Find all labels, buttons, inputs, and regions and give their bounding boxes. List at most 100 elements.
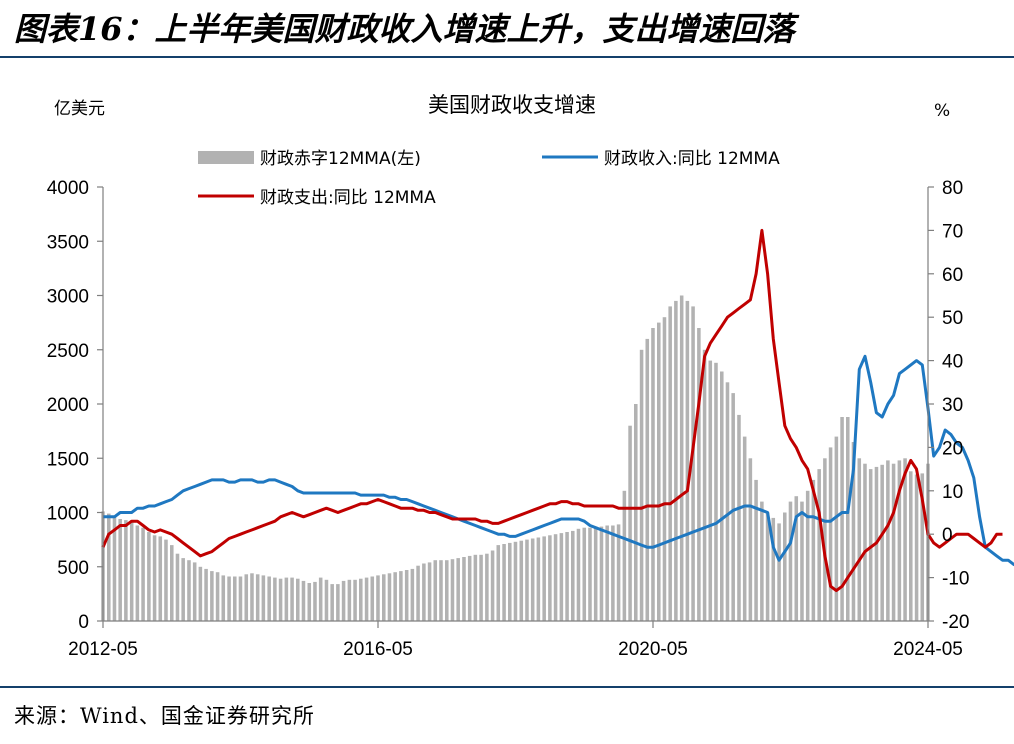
deficit-bar: [593, 526, 598, 621]
deficit-bar: [714, 362, 718, 621]
deficit-bar: [439, 560, 443, 621]
deficit-bar: [359, 578, 363, 621]
growth-lines: [101, 228, 1014, 593]
deficit-bar: [828, 447, 833, 621]
deficit-bar: [777, 523, 781, 621]
deficit-bar: [290, 577, 294, 621]
left-tick-label: 1500: [47, 449, 89, 470]
deficit-bar: [124, 520, 128, 621]
legend-label-spending: 财政支出:同比 12MMA: [260, 188, 436, 208]
deficit-bar: [313, 581, 317, 621]
x-tick-label: 2016-05: [343, 639, 413, 660]
deficit-bar: [204, 568, 208, 621]
deficit-bar: [496, 545, 501, 621]
deficit-bar: [376, 575, 380, 621]
deficit-bars: [101, 295, 930, 622]
deficit-bar: [473, 554, 478, 621]
legend-label-revenue: 财政收入:同比 12MMA: [604, 149, 780, 169]
deficit-bar: [662, 317, 667, 621]
deficit-bar: [513, 541, 518, 621]
source-note: 来源：Wind、国金证券研究所: [14, 704, 315, 728]
deficit-bar: [599, 526, 604, 621]
deficit-bar: [456, 558, 460, 621]
deficit-bar: [215, 572, 220, 621]
deficit-bar: [622, 490, 627, 621]
chart: 美国财政收支增速 亿美元 % 财政赤字12MMA(左) 财政收入:同比 12MM…: [47, 93, 1014, 660]
deficit-bar: [175, 553, 180, 621]
deficit-bar: [645, 338, 650, 621]
deficit-bar: [347, 579, 352, 621]
deficit-bar: [571, 530, 575, 621]
deficit-bar: [318, 577, 323, 621]
deficit-bar: [284, 577, 289, 621]
deficit-bar: [364, 577, 369, 621]
right-tick-label: 60: [942, 265, 963, 286]
deficit-bar: [250, 573, 254, 621]
left-tick-label: 500: [57, 558, 89, 579]
deficit-bar: [611, 525, 615, 621]
right-tick-label: -10: [942, 569, 969, 590]
deficit-bar: [708, 360, 713, 621]
deficit-bar: [479, 554, 483, 621]
deficit-bar: [702, 349, 707, 622]
deficit-bar: [582, 527, 587, 621]
deficit-bar: [817, 469, 821, 621]
deficit-bar: [771, 517, 776, 621]
deficit-bar: [576, 528, 581, 621]
legend-swatch-deficit: [198, 151, 254, 164]
deficit-bar: [559, 533, 564, 621]
deficit-bar: [445, 560, 449, 621]
deficit-bar: [697, 328, 701, 621]
deficit-bar: [422, 563, 426, 621]
deficit-bar: [605, 525, 609, 621]
deficit-bar: [330, 584, 334, 621]
right-tick-label: 30: [942, 395, 963, 416]
deficit-bar: [760, 501, 764, 621]
right-tick-label: 20: [942, 438, 963, 459]
deficit-bar: [370, 576, 375, 621]
left-tick-label: 2500: [47, 341, 89, 362]
left-tick-label: 2000: [47, 395, 89, 416]
deficit-bar: [336, 584, 340, 621]
deficit-bar: [565, 532, 569, 621]
deficit-bar: [273, 577, 277, 621]
left-tick-label: 3500: [47, 232, 89, 253]
deficit-bar: [399, 571, 403, 621]
deficit-bar: [748, 458, 753, 622]
deficit-bar: [880, 464, 884, 621]
deficit-bar: [301, 580, 306, 621]
chart-title: 美国财政收支增速: [428, 93, 596, 117]
deficit-bar: [536, 537, 541, 621]
deficit-bar: [324, 579, 329, 621]
deficit-bar: [170, 545, 174, 621]
right-tick-label: 10: [942, 482, 963, 503]
deficit-bar: [783, 512, 787, 621]
deficit-bar: [112, 516, 117, 621]
deficit-bar: [731, 393, 735, 621]
deficit-bar: [210, 571, 214, 621]
deficit-bar: [233, 576, 237, 621]
deficit-bar: [588, 527, 592, 621]
deficit-bar: [548, 535, 552, 621]
deficit-bar: [788, 501, 793, 621]
deficit-bar: [685, 300, 690, 621]
footer-rule: [0, 686, 1014, 688]
deficit-bar: [296, 578, 300, 621]
deficit-bar: [691, 306, 695, 621]
right-tick-label: 70: [942, 221, 963, 242]
deficit-bar: [467, 555, 472, 621]
deficit-bar: [668, 306, 672, 621]
deficit-bar: [519, 540, 524, 621]
deficit-bar: [382, 574, 386, 621]
deficit-bar: [192, 562, 197, 621]
deficit-bar: [794, 496, 799, 621]
deficit-bar: [674, 300, 678, 621]
right-tick-label: 50: [942, 308, 963, 329]
deficit-bar: [393, 572, 397, 621]
deficit-bar: [639, 349, 644, 622]
deficit-bar: [742, 436, 747, 621]
deficit-bar: [353, 579, 357, 621]
deficit-bar: [891, 463, 896, 621]
left-tick-label: 3000: [47, 287, 89, 308]
deficit-bar: [737, 414, 741, 621]
